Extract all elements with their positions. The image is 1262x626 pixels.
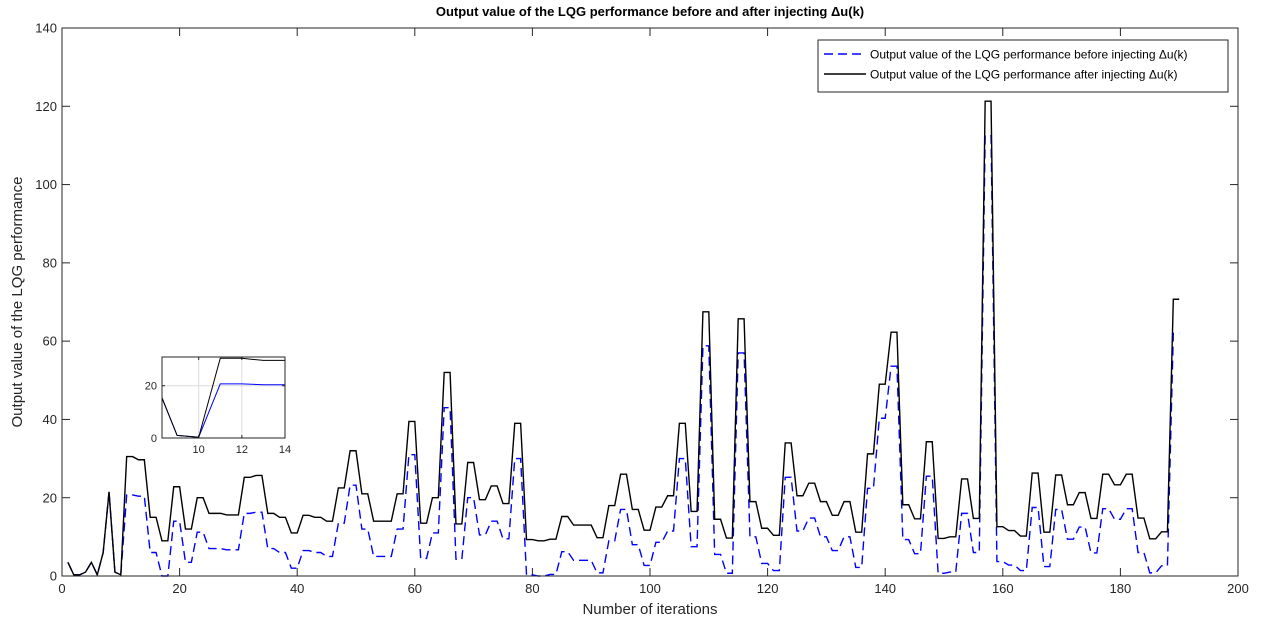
y-tick-label: 20	[145, 381, 157, 393]
chart-title: Output value of the LQG performance befo…	[436, 4, 864, 19]
y-tick-label: 40	[43, 412, 57, 427]
x-tick-label: 14	[279, 444, 291, 456]
x-tick-label: 160	[992, 581, 1014, 596]
x-tick-label: 200	[1227, 581, 1249, 596]
series-line	[162, 357, 285, 438]
y-tick-label: 0	[151, 433, 157, 445]
x-tick-label: 12	[236, 444, 248, 456]
y-axis-label: Output value of the LQG performance	[9, 177, 26, 428]
y-tick-label: 120	[35, 99, 57, 114]
x-axis-label: Number of iterations	[582, 601, 717, 618]
plot-frame	[61, 27, 1239, 577]
plot-area	[62, 28, 1238, 576]
y-tick-label: 60	[43, 334, 57, 349]
y-tick-label: 140	[35, 21, 57, 36]
y-tick-label: 80	[43, 255, 57, 270]
y-tick-label: 100	[35, 177, 57, 192]
plot-frame	[161, 356, 286, 439]
x-tick-label: 10	[193, 444, 205, 456]
x-tick-label: 100	[639, 581, 661, 596]
plot-area	[162, 357, 285, 438]
x-tick-label: 60	[408, 581, 422, 596]
x-tick-label: 20	[172, 581, 186, 596]
x-tick-label: 180	[1110, 581, 1132, 596]
legend-box	[817, 39, 1229, 93]
y-tick-label: 20	[43, 490, 57, 505]
x-tick-label: 140	[874, 581, 896, 596]
x-tick-label: 80	[525, 581, 539, 596]
x-tick-label: 0	[58, 581, 65, 596]
x-tick-label: 40	[290, 581, 304, 596]
y-tick-label: 0	[50, 569, 57, 584]
series-line	[67, 100, 1180, 577]
legend-label: Output value of the LQG performance befo…	[870, 48, 1188, 62]
legend-label: Output value of the LQG performance afte…	[870, 68, 1178, 82]
x-tick-label: 120	[757, 581, 779, 596]
